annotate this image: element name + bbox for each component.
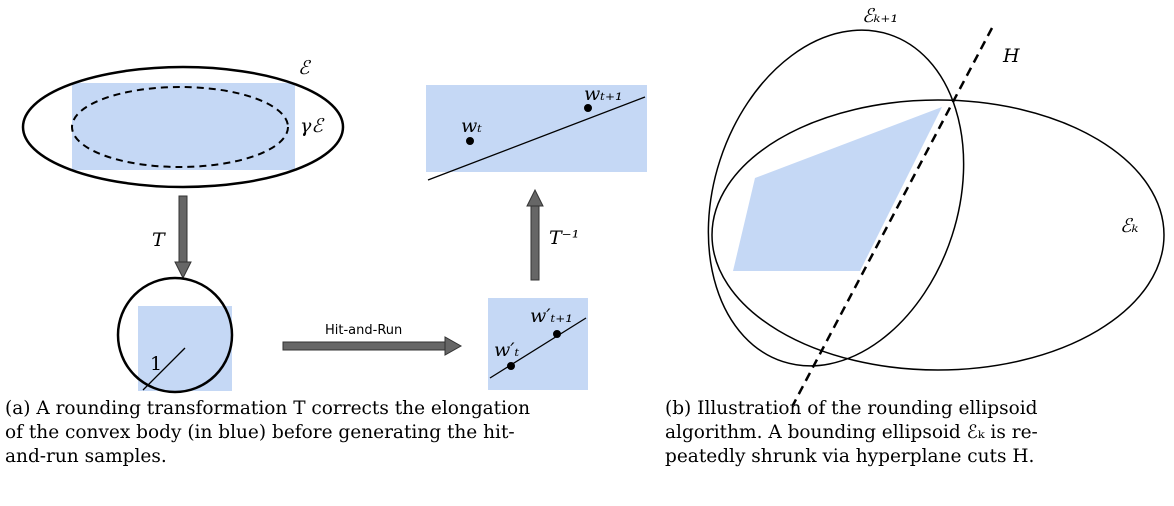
sample-square (488, 298, 588, 390)
caption-line: and-run samples. (5, 446, 167, 467)
next-ellipsoid (707, 29, 965, 367)
arrow (530, 205, 540, 281)
inner-ellipsoid (71, 86, 289, 168)
sample-point (507, 362, 515, 370)
ellipsoid (21, 65, 345, 189)
label: H (1002, 45, 1020, 67)
ellipsoid (711, 99, 1165, 371)
caption-line: of the convex body (in blue) before gene… (5, 422, 515, 443)
label: 1 (150, 353, 162, 375)
arrow (282, 341, 446, 351)
label: wₜ₊₁ (584, 83, 623, 105)
caption-line: (a) A rounding transformation T corrects… (5, 398, 530, 419)
label: T⁻¹ (549, 227, 579, 249)
caption-line: algorithm. A bounding ellipsoid ℰₖ is re… (665, 422, 1038, 443)
label: γℰ (300, 115, 325, 137)
sample-point (553, 330, 561, 338)
unit-ball (116, 276, 234, 394)
panel-b (707, 27, 1165, 406)
arrow-head (526, 188, 544, 207)
label: wₜ (461, 115, 482, 137)
arrow-head (444, 336, 463, 356)
label: w′ₜ₊₁ (530, 305, 573, 327)
label: ℰ (298, 57, 312, 79)
sample-point (584, 104, 592, 112)
panel-a (21, 65, 647, 394)
original-body (426, 85, 647, 172)
caption-line: peatedly shrunk via hyperplane cuts H. (665, 446, 1034, 467)
label: T (152, 229, 166, 251)
label: ℰₖ₊₁ (862, 5, 898, 27)
label: Hit-and-Run (325, 323, 402, 338)
sample-point (466, 137, 474, 145)
hyperplane (791, 27, 994, 406)
run-line (489, 317, 587, 379)
arrow (178, 195, 188, 263)
convex-body (72, 83, 295, 170)
caption-line: (b) Illustration of the rounding ellipso… (665, 398, 1038, 419)
label: ℰₖ (1120, 215, 1139, 237)
captions: (a) A rounding transformation T corrects… (5, 398, 1038, 467)
run-line (427, 96, 646, 181)
radius-line (142, 347, 186, 391)
convex-body (733, 107, 942, 271)
arrow-head (174, 261, 192, 280)
label: w′ₜ (494, 339, 520, 361)
